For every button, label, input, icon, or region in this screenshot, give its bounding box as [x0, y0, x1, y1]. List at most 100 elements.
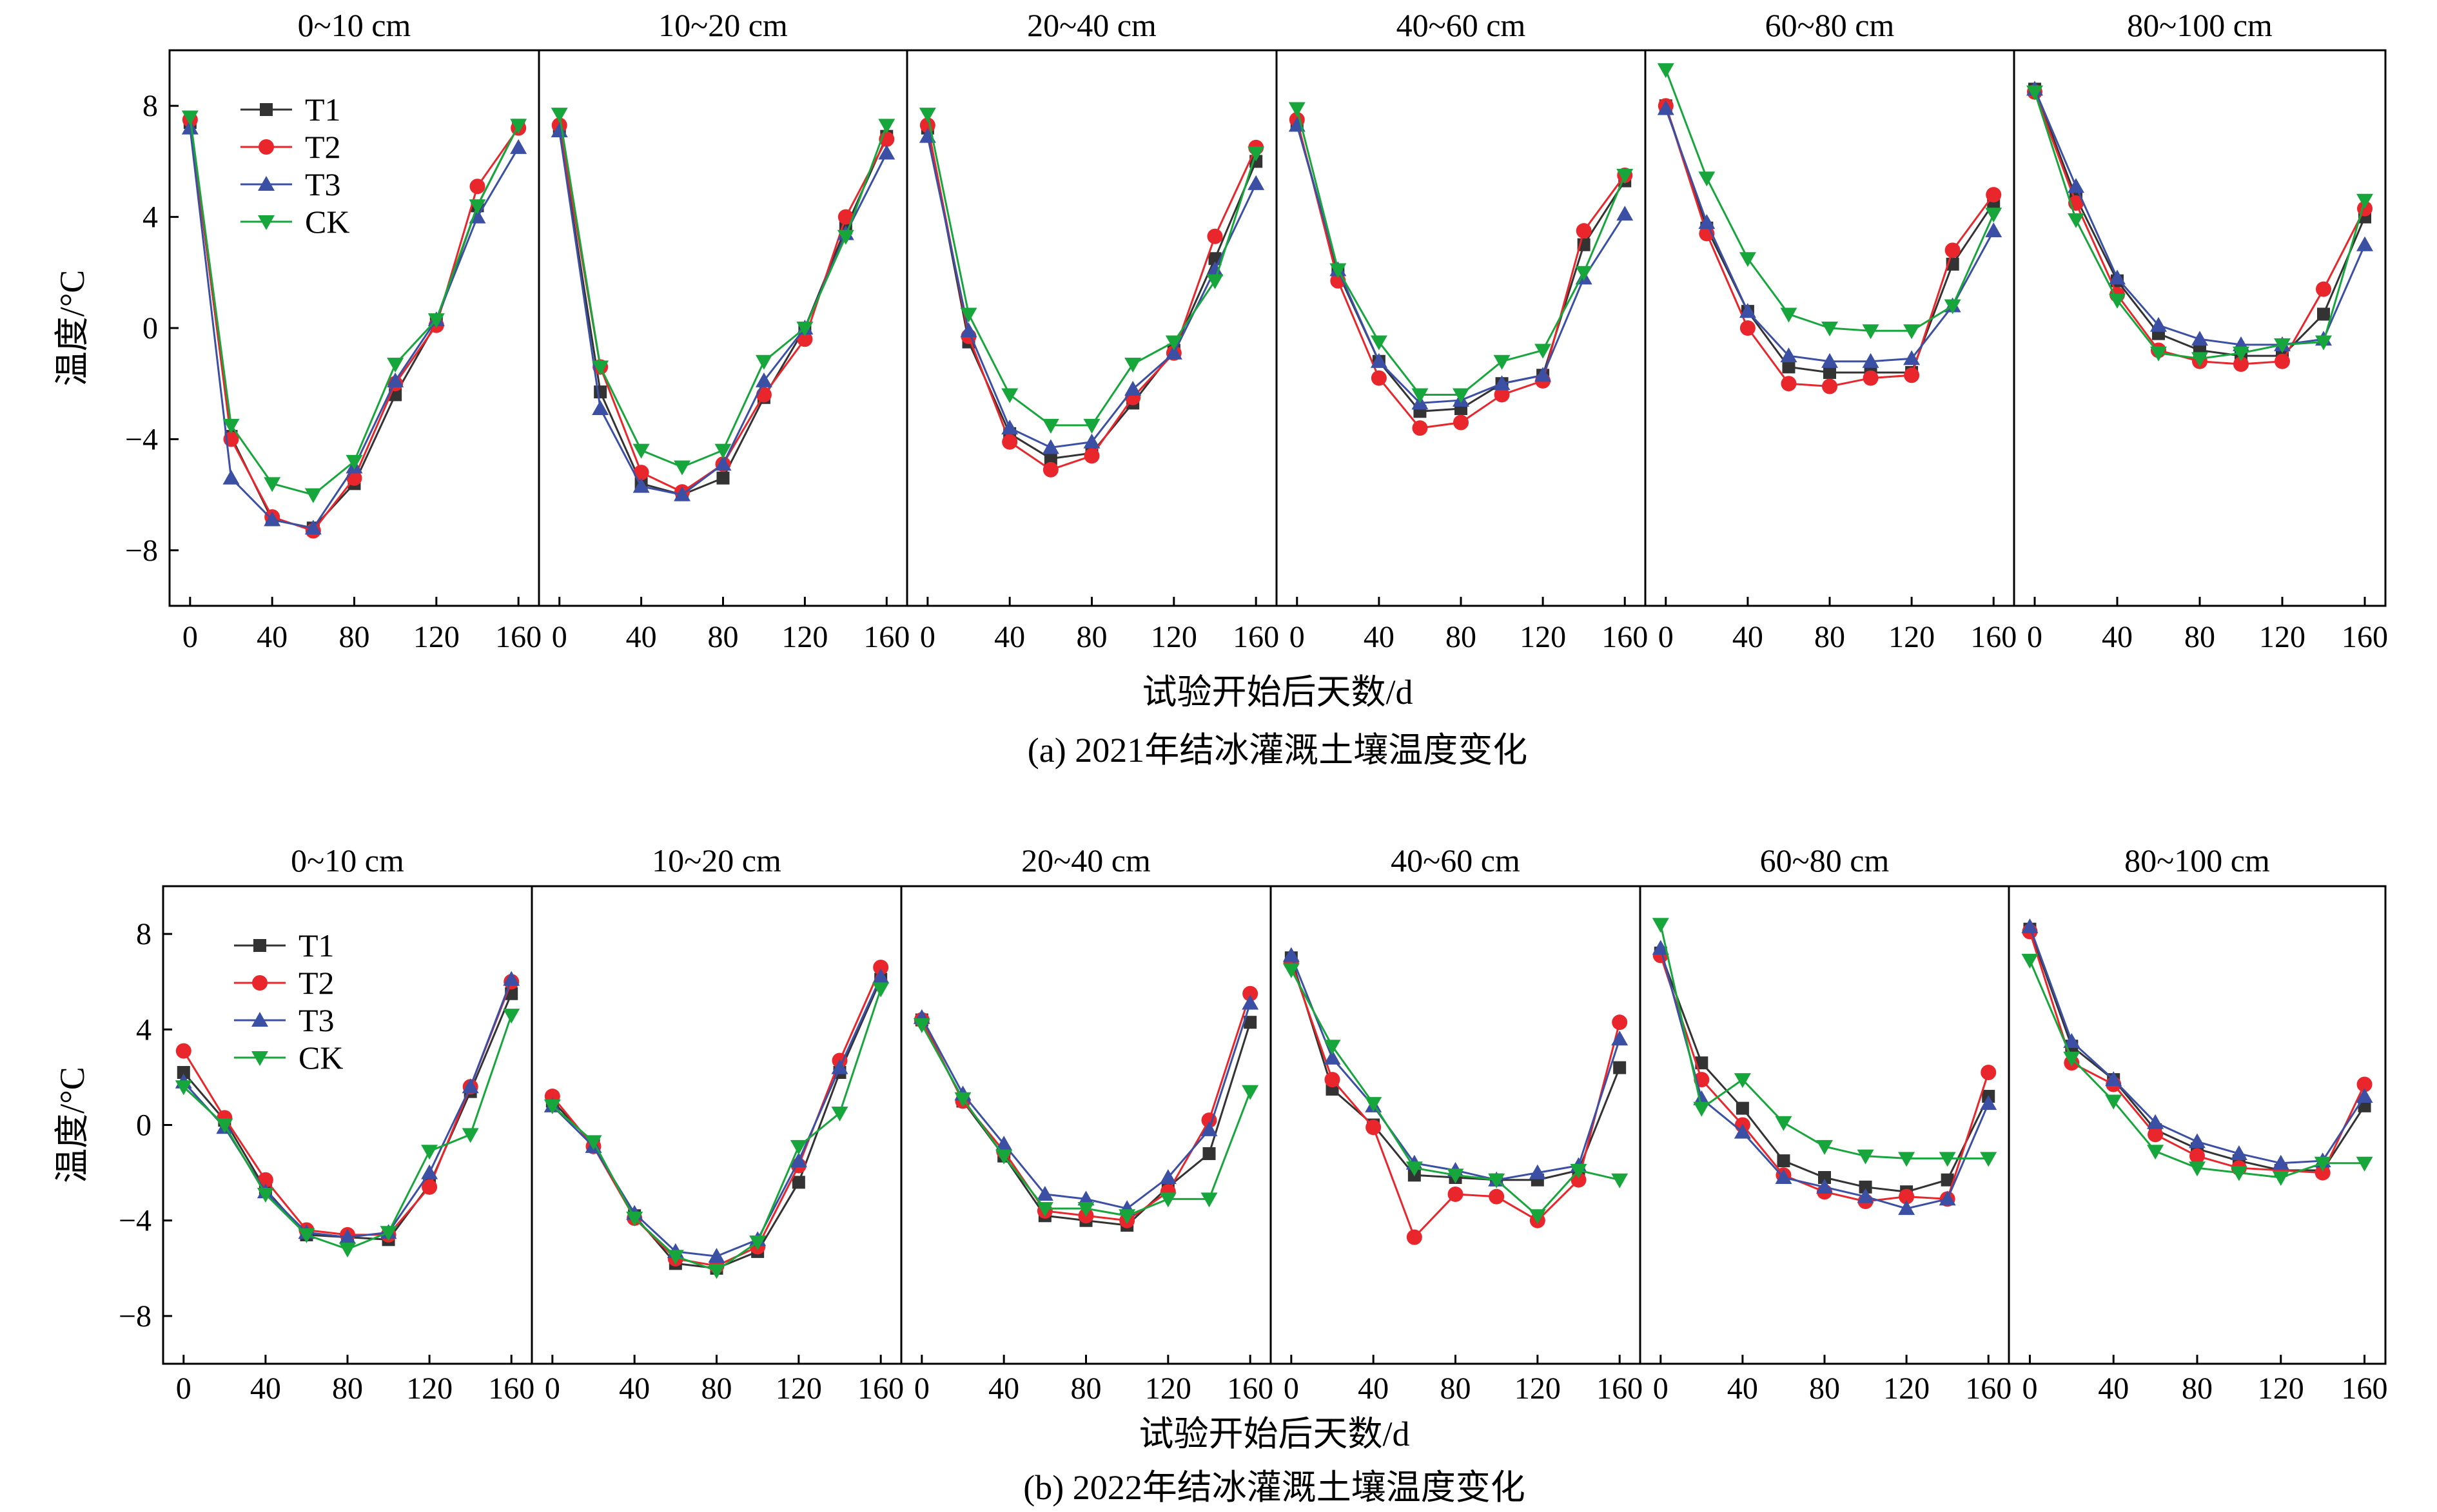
series-ck — [181, 110, 527, 503]
series-t2 — [1652, 947, 1997, 1210]
x-tick-label: 160 — [1596, 1371, 1643, 1406]
figure-caption: (b) 2022年结冰灌溉土壤温度变化 — [1023, 1468, 1525, 1507]
data-point-t2 — [1365, 1119, 1382, 1136]
series-line-t3 — [921, 1003, 1251, 1210]
series-line-t2 — [921, 993, 1251, 1222]
series-line-t2 — [1659, 955, 1990, 1203]
data-point-ck — [626, 1211, 643, 1226]
data-point-ck — [2026, 85, 2043, 101]
y-tick-label: −4 — [125, 422, 158, 456]
data-point-t2 — [422, 1179, 438, 1195]
data-point-ck — [878, 119, 896, 134]
data-point-t3 — [1821, 353, 1838, 368]
data-point-t3 — [2021, 918, 2039, 933]
series-t2 — [1658, 98, 2002, 394]
data-point-ck — [1282, 963, 1300, 978]
series-t1 — [1284, 951, 1627, 1187]
data-point-t3 — [264, 511, 281, 527]
data-point-t3 — [1739, 303, 1756, 318]
data-point-t1 — [2317, 307, 2330, 321]
data-point-ck — [462, 1128, 479, 1143]
x-tick-label: 0 — [552, 620, 567, 654]
data-point-t1 — [1244, 1016, 1257, 1029]
data-point-t3 — [1159, 1169, 1177, 1185]
data-point-t2 — [1453, 414, 1469, 431]
x-tick-label: 80 — [1071, 1371, 1102, 1406]
data-point-t3 — [1529, 1164, 1546, 1179]
x-tick-label: 120 — [1145, 1371, 1191, 1406]
series-line-ck — [551, 988, 882, 1272]
x-tick-label: 40 — [1732, 620, 1763, 654]
x-tick-label: 80 — [708, 620, 739, 654]
y-tick-label: 8 — [142, 89, 158, 123]
x-tick-label: 160 — [488, 1371, 534, 1406]
x-tick-label: 160 — [863, 620, 910, 654]
data-point-ck — [2356, 193, 2373, 209]
series-ck — [175, 1009, 520, 1258]
series-ck — [1288, 102, 1634, 403]
data-point-ck — [1862, 324, 1879, 340]
series-ck — [2021, 953, 2373, 1187]
data-point-ck — [1898, 1152, 1915, 1167]
data-point-t2 — [797, 331, 813, 347]
panel-frame — [1269, 885, 1641, 1365]
series-ck — [1652, 918, 1997, 1167]
data-point-ck — [1939, 1152, 1956, 1167]
series-line-ck — [1659, 924, 1989, 1159]
data-point-t1 — [716, 471, 730, 485]
data-point-t3 — [339, 1228, 356, 1244]
panel-title: 0~10 cm — [291, 842, 404, 878]
data-point-ck — [1165, 335, 1182, 351]
x-tick-label: 40 — [2098, 1371, 2129, 1406]
series-t2 — [544, 959, 889, 1274]
data-point-ck — [1616, 168, 1634, 184]
series-line-t3 — [2029, 926, 2365, 1165]
legend-marker-t3 — [251, 1012, 268, 1027]
data-point-ck — [1575, 266, 1592, 281]
data-point-t3 — [2230, 1145, 2247, 1160]
panel-frame — [2008, 885, 2387, 1365]
x-tick-label: 120 — [1514, 1371, 1561, 1406]
data-point-t3 — [1903, 350, 1921, 365]
x-tick-label: 160 — [495, 620, 542, 654]
x-tick-label: 120 — [776, 1371, 822, 1406]
series-line-ck — [1665, 69, 1995, 332]
x-tick-label: 80 — [339, 620, 370, 654]
series-t2 — [182, 111, 527, 539]
data-point-ck — [674, 460, 691, 476]
data-point-ck — [1488, 1173, 1505, 1188]
series-ck — [1282, 963, 1629, 1225]
data-point-t3 — [304, 519, 322, 535]
panel-frame — [531, 885, 903, 1365]
data-point-t2 — [1084, 448, 1100, 464]
data-point-t3 — [1083, 433, 1101, 449]
x-tick-label: 0 — [2027, 620, 2042, 654]
data-point-t1 — [1782, 360, 1796, 374]
series-line-t1 — [1659, 953, 1990, 1193]
legend-marker-ck — [258, 215, 275, 230]
data-point-t3 — [1616, 206, 1634, 221]
data-point-t3 — [510, 139, 527, 154]
x-tick-label: 80 — [1809, 1371, 1840, 1406]
panel-frame — [2013, 49, 2387, 607]
x-tick-label: 0 — [182, 620, 198, 654]
y-tick-label: 4 — [142, 200, 158, 235]
x-tick-label: 80 — [2184, 620, 2215, 654]
legend-label: T3 — [305, 166, 341, 202]
data-point-t3 — [1036, 1185, 1053, 1201]
x-tick-label: 40 — [1727, 1371, 1758, 1406]
data-point-t2 — [1781, 376, 1797, 392]
panel-title: 60~80 cm — [1760, 842, 1890, 878]
series-t3 — [2021, 918, 2373, 1170]
data-point-t2 — [2316, 281, 2331, 297]
x-tick-label: 80 — [701, 1371, 732, 1406]
data-point-ck — [831, 1106, 848, 1121]
data-point-t2 — [1822, 378, 1837, 394]
data-point-ck — [339, 1243, 356, 1258]
series-ck — [2026, 85, 2373, 367]
data-point-ck — [592, 360, 609, 376]
x-tick-label: 0 — [920, 620, 935, 654]
series-t3 — [175, 971, 520, 1244]
